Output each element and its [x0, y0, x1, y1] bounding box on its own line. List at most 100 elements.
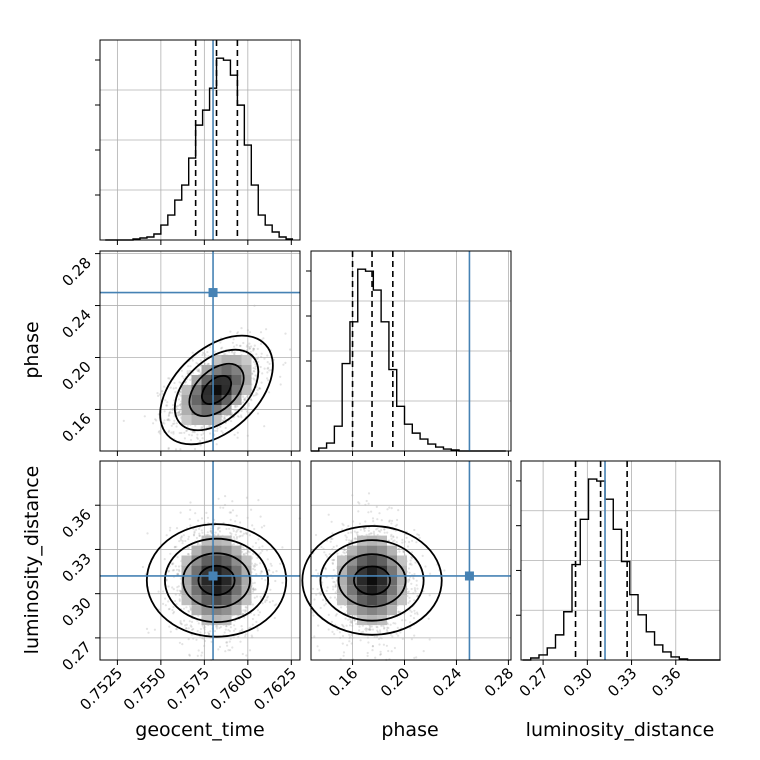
scatter-point — [360, 631, 363, 634]
density-cell — [201, 565, 212, 576]
scatter-point — [267, 379, 270, 382]
scatter-point — [333, 633, 336, 636]
scatter-point — [201, 426, 204, 429]
xtick-label-geocent_time: 0.7525 — [76, 664, 126, 714]
density-cell — [221, 385, 232, 395]
scatter-point — [397, 634, 400, 637]
scatter-point — [238, 535, 241, 538]
density-cell — [377, 565, 387, 576]
density-cell — [181, 575, 192, 586]
scatter-point — [358, 522, 361, 525]
density-cell — [191, 405, 202, 415]
density-cell — [231, 545, 242, 556]
scatter-point — [415, 541, 418, 544]
density-cell — [181, 385, 192, 395]
scatter-point — [198, 527, 201, 531]
scatter-point — [409, 626, 412, 630]
density-cell — [211, 615, 222, 626]
scatter-point — [241, 612, 244, 616]
scatter-point — [229, 626, 232, 629]
scatter-point — [222, 353, 226, 356]
scatter-point — [201, 353, 204, 357]
scatter-point — [171, 608, 174, 612]
scatter-point — [187, 535, 190, 538]
scatter-point — [165, 578, 168, 581]
scatter-point — [180, 622, 183, 625]
scatter-point — [371, 517, 375, 520]
scatter-point — [242, 532, 246, 535]
scatter-point — [224, 426, 227, 430]
scatter-point — [239, 534, 242, 538]
scatter-point — [282, 363, 285, 366]
scatter-point — [207, 632, 210, 636]
scatter-point — [169, 630, 172, 633]
scatter-point — [245, 606, 248, 609]
scatter-point — [244, 610, 247, 614]
scatter-point — [386, 623, 389, 626]
scatter-point — [414, 561, 417, 564]
density-cell — [397, 585, 407, 596]
scatter-point — [390, 533, 393, 536]
scatter-point — [256, 357, 259, 360]
histogram-luminosity_distance — [522, 478, 721, 661]
scatter-point — [242, 341, 245, 345]
density-cell — [347, 575, 357, 586]
scatter-point — [264, 579, 267, 582]
scatter-point — [174, 599, 177, 603]
scatter-point — [171, 569, 174, 572]
scatter-point — [342, 625, 345, 628]
scatter-point — [350, 531, 353, 534]
scatter-point — [191, 431, 194, 434]
density-cell — [221, 555, 232, 566]
scatter-point — [216, 427, 219, 430]
density-cell — [181, 555, 192, 566]
scatter-point — [168, 625, 171, 628]
scatter-point — [413, 587, 416, 590]
density-cell — [387, 595, 397, 606]
density-cell — [191, 395, 202, 405]
scatter-point — [157, 394, 160, 397]
scatter-point — [390, 650, 393, 653]
density-cell — [211, 375, 222, 385]
scatter-point — [177, 573, 180, 576]
density-cell — [377, 555, 387, 566]
scatter-point — [184, 381, 187, 384]
scatter-point — [196, 654, 199, 658]
xtick-label-phase: 0.16 — [325, 664, 361, 700]
scatter-point — [390, 537, 393, 541]
scatter-point — [207, 355, 210, 358]
scatter-point — [154, 418, 157, 421]
scatter-point — [248, 534, 251, 537]
scatter-point — [411, 539, 414, 542]
density-cell — [211, 605, 222, 616]
scatter-point — [236, 436, 239, 439]
xtick-label-phase: 0.20 — [377, 664, 413, 700]
scatter-point — [235, 535, 239, 539]
scatter-point — [202, 351, 205, 354]
ylabel-luminosity-distance: luminosity_distance — [21, 466, 43, 655]
density-cell — [181, 595, 192, 606]
scatter-point — [185, 623, 188, 626]
scatter-point — [252, 567, 255, 571]
density-cell — [211, 355, 222, 365]
scatter-point — [371, 645, 374, 648]
scatter-point — [413, 572, 416, 576]
scatter-point — [372, 532, 376, 535]
scatter-point — [401, 541, 404, 544]
scatter-point — [157, 431, 160, 434]
scatter-point — [255, 353, 258, 356]
scatter-point — [365, 627, 368, 630]
density-cell — [201, 585, 212, 596]
scatter-point — [242, 401, 245, 404]
density-cell — [221, 355, 232, 365]
scatter-point — [265, 599, 268, 602]
scatter-point — [172, 588, 175, 591]
scatter-point — [213, 630, 217, 633]
scatter-point — [332, 588, 335, 591]
scatter-point — [176, 589, 179, 592]
panel-frame-phase_vs_geocent_time — [99, 250, 301, 452]
scatter-point — [402, 549, 405, 552]
density-cell — [201, 615, 212, 626]
density-cell — [241, 595, 252, 606]
ytick-label-luminosity_distance: 0.36 — [58, 505, 94, 541]
